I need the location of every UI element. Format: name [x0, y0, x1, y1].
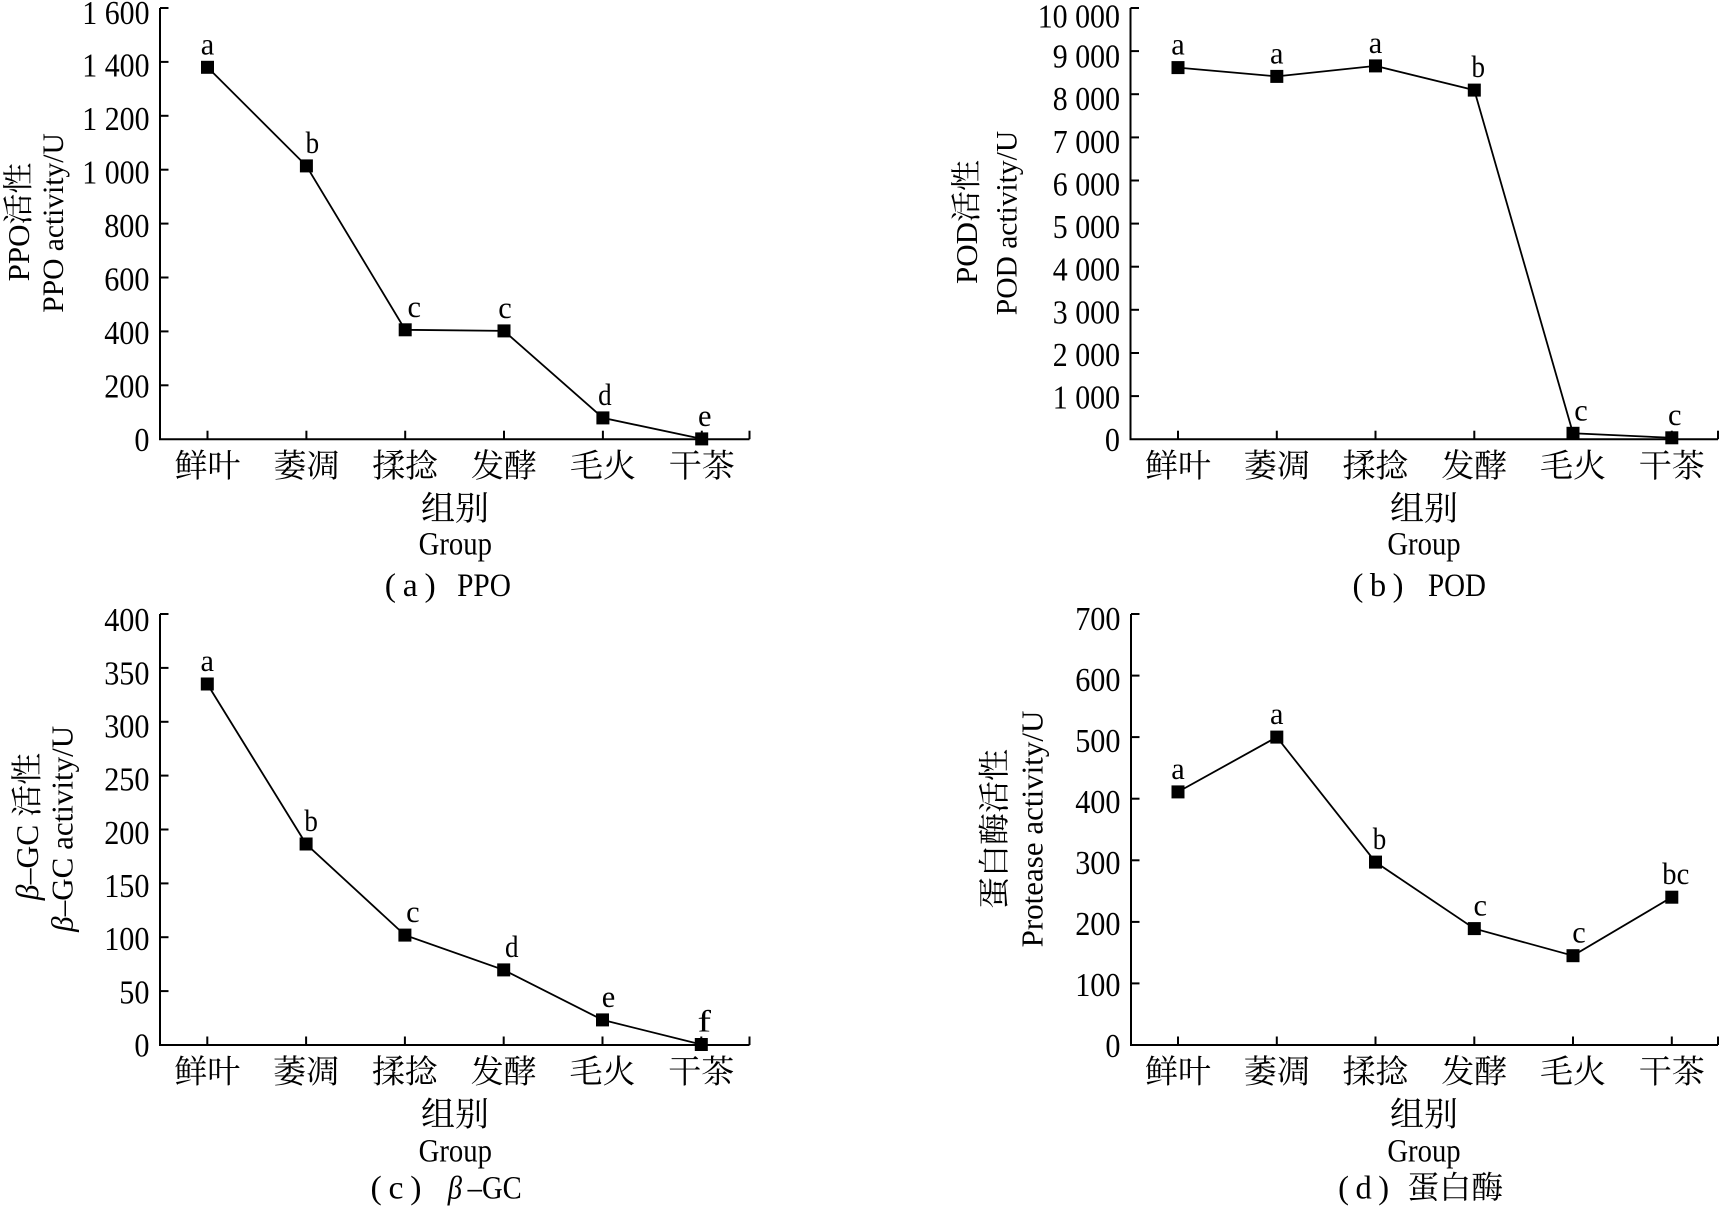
svg-text:PPO: PPO	[1, 225, 36, 282]
svg-text:bc: bc	[1662, 856, 1689, 891]
svg-text:250: 250	[104, 762, 149, 799]
svg-text:a: a	[201, 26, 215, 61]
svg-text:Group: Group	[419, 527, 492, 563]
svg-text:PPO: PPO	[457, 568, 511, 604]
svg-text:0: 0	[134, 1028, 149, 1065]
svg-text:f: f	[698, 1004, 712, 1039]
svg-text:a: a	[201, 643, 215, 678]
svg-text:200: 200	[104, 815, 149, 852]
svg-text:400: 400	[104, 602, 149, 639]
svg-text:–GC activity/U: –GC activity/U	[45, 726, 80, 917]
svg-text:1 400: 1 400	[82, 47, 149, 84]
svg-text:0: 0	[134, 422, 149, 459]
svg-text:0: 0	[1105, 422, 1120, 459]
svg-text:700: 700	[1075, 601, 1120, 638]
svg-text:( d ): ( d )	[1338, 1171, 1389, 1207]
svg-text:d: d	[598, 377, 612, 412]
svg-text:100: 100	[1075, 967, 1120, 1004]
svg-text:Group: Group	[1387, 527, 1460, 563]
svg-text:150: 150	[104, 868, 149, 905]
svg-text:c: c	[406, 894, 420, 929]
svg-text:300: 300	[104, 709, 149, 746]
svg-text:b: b	[304, 803, 318, 838]
svg-text:600: 600	[1075, 662, 1120, 699]
svg-text:a: a	[1171, 751, 1185, 786]
svg-text:c: c	[1572, 915, 1586, 950]
svg-text:c: c	[498, 290, 512, 325]
svg-text:a: a	[1270, 35, 1284, 70]
svg-text:5 000: 5 000	[1053, 209, 1120, 246]
svg-text:200: 200	[1075, 906, 1120, 943]
svg-text:300: 300	[1075, 845, 1120, 882]
svg-text:Group: Group	[419, 1134, 492, 1170]
svg-text:e: e	[698, 398, 712, 433]
svg-text:1 200: 1 200	[82, 101, 149, 138]
svg-text:POD activity/U: POD activity/U	[992, 131, 1024, 315]
svg-text:b: b	[306, 125, 320, 160]
svg-text:c: c	[1574, 392, 1588, 427]
svg-text:( a ): ( a )	[385, 568, 436, 604]
svg-text:a: a	[1171, 27, 1185, 62]
svg-text:3 000: 3 000	[1053, 294, 1120, 331]
svg-text:100: 100	[104, 921, 149, 958]
svg-text:a: a	[1369, 25, 1383, 60]
svg-text:1 000: 1 000	[1053, 380, 1120, 417]
svg-text:400: 400	[104, 315, 149, 352]
svg-text:200: 200	[104, 369, 149, 406]
svg-text:e: e	[602, 979, 616, 1014]
svg-text:Group: Group	[1387, 1134, 1460, 1170]
svg-text:–GC: –GC	[10, 825, 45, 886]
svg-text:c: c	[1474, 888, 1488, 923]
svg-text:0: 0	[1105, 1028, 1120, 1065]
svg-text:Protease activity/U: Protease activity/U	[1015, 711, 1050, 948]
svg-text:500: 500	[1075, 723, 1120, 760]
svg-text:POD: POD	[949, 222, 984, 284]
svg-text:PPO activity/U: PPO activity/U	[38, 133, 70, 312]
svg-text:b: b	[1373, 821, 1387, 856]
svg-text:β: β	[45, 916, 80, 933]
svg-text:4 000: 4 000	[1053, 252, 1120, 289]
svg-text:( c ): ( c )	[371, 1171, 422, 1207]
svg-text:1 000: 1 000	[82, 154, 149, 191]
svg-text:7 000: 7 000	[1053, 124, 1120, 161]
svg-text:800: 800	[104, 208, 149, 245]
svg-text:6 000: 6 000	[1053, 167, 1120, 204]
svg-text:d: d	[505, 929, 519, 964]
svg-text:350: 350	[104, 655, 149, 692]
svg-text:a: a	[1270, 696, 1284, 731]
svg-text:POD: POD	[1428, 568, 1486, 604]
svg-text:50: 50	[119, 974, 149, 1011]
svg-text:8 000: 8 000	[1053, 81, 1120, 118]
svg-text:2 000: 2 000	[1053, 337, 1120, 374]
svg-text:600: 600	[104, 262, 149, 299]
svg-text:400: 400	[1075, 784, 1120, 821]
svg-text:β –GC: β –GC	[447, 1171, 522, 1207]
svg-text:9 000: 9 000	[1053, 39, 1120, 76]
svg-text:c: c	[1668, 397, 1682, 432]
svg-text:1 600: 1 600	[82, 0, 149, 32]
svg-text:c: c	[407, 289, 421, 324]
svg-text:β: β	[10, 884, 45, 901]
svg-text:b: b	[1472, 49, 1486, 84]
svg-text:( b ): ( b )	[1353, 568, 1404, 604]
svg-text:10 000: 10 000	[1038, 0, 1120, 36]
